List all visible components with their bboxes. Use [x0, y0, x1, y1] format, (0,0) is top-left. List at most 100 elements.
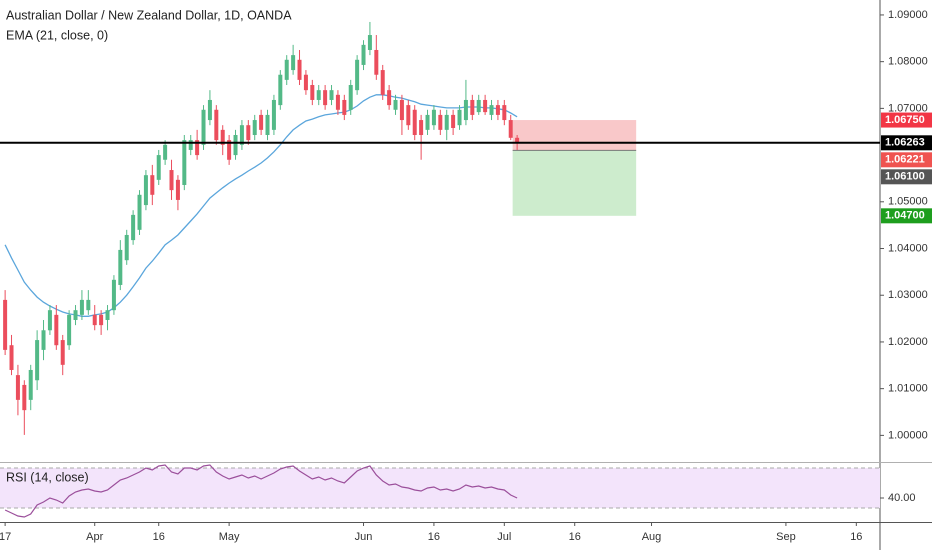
y-tick-label: 1.08000: [888, 56, 928, 68]
candle-body: [284, 59, 289, 80]
candle-body: [233, 135, 238, 156]
candle-body: [3, 299, 8, 350]
candle-body: [470, 99, 475, 115]
y-tick-label: 1.02000: [888, 336, 928, 348]
rsi-legend: RSI (14, close): [6, 470, 89, 484]
candle-body: [316, 90, 321, 100]
x-tick-label: Aug: [642, 531, 662, 543]
x-tick-label: 16: [428, 531, 440, 543]
price-label: 1.06750: [885, 114, 925, 126]
y-tick-label: 1.05000: [888, 196, 928, 208]
y-tick-label: 40.00: [888, 492, 916, 504]
candle-body: [73, 310, 78, 320]
y-tick-label: 1.09000: [888, 9, 928, 21]
candle-body: [124, 234, 129, 261]
candle-body: [47, 310, 52, 331]
rsi-pane: [0, 464, 880, 518]
x-tick-label: May: [219, 531, 240, 543]
candle-body: [182, 140, 187, 185]
candle-body: [220, 129, 225, 145]
candle-body: [118, 249, 123, 285]
candle-body: [9, 345, 14, 370]
x-tick-label: 16: [569, 531, 581, 543]
candle-body: [131, 214, 136, 241]
candle-body: [188, 140, 193, 150]
candle-body: [195, 140, 200, 156]
candle-body: [60, 340, 65, 365]
candle-body: [451, 114, 456, 128]
candle-body: [227, 140, 232, 160]
candle-body: [438, 114, 443, 130]
x-tick-label: Apr: [86, 531, 103, 543]
price-label: 1.06263: [885, 137, 925, 149]
candle-body: [163, 144, 168, 160]
candle-body: [99, 314, 104, 326]
candle-body: [207, 99, 212, 121]
candle-body: [79, 299, 84, 315]
candle-body: [374, 49, 379, 75]
candle-body: [361, 44, 366, 65]
candle-body: [35, 340, 40, 381]
candle-body: [444, 114, 449, 130]
candle-body: [457, 109, 462, 126]
candle-body: [367, 35, 372, 50]
candle-body: [431, 109, 436, 126]
y-tick-label: 1.00000: [888, 429, 928, 441]
candle-body: [380, 70, 385, 95]
x-tick-label: Sep: [776, 531, 796, 543]
candle-body: [291, 55, 296, 71]
candle-body: [310, 85, 315, 100]
x-tick-label: Jun: [355, 531, 373, 543]
y-tick-label: 1.07000: [888, 102, 928, 114]
candle-body: [419, 120, 424, 136]
candle-body: [137, 194, 142, 230]
candle-body: [92, 314, 97, 326]
candle-body: [252, 120, 257, 136]
y-tick-label: 1.03000: [888, 289, 928, 301]
candle-body: [476, 99, 481, 113]
price-label: 1.06100: [885, 171, 925, 183]
candle-body: [323, 90, 328, 106]
target-zone: [512, 150, 637, 216]
candle-body: [246, 125, 251, 141]
candle-body: [355, 59, 360, 91]
candle-body: [508, 120, 513, 138]
x-tick-label: 16: [153, 531, 165, 543]
candle-body: [463, 99, 468, 121]
candle-body: [297, 59, 302, 80]
indicator-legend: EMA (21, close, 0): [6, 28, 108, 42]
y-tick-label: 1.01000: [888, 383, 928, 395]
candle-body: [28, 369, 33, 400]
rsi-band: [0, 468, 880, 508]
price-label: 1.04700: [885, 210, 925, 222]
candle-body: [278, 74, 283, 106]
candle-body: [22, 384, 27, 411]
y-tick-label: 1.04000: [888, 242, 928, 254]
candle-body: [156, 155, 161, 180]
candle-body: [105, 310, 110, 320]
candle-body: [15, 375, 20, 400]
candle-body: [303, 74, 308, 91]
candle-body: [86, 299, 91, 311]
x-tick-label: 16: [850, 531, 862, 543]
price-label-box: [881, 135, 932, 151]
candle-body: [201, 109, 206, 145]
candle-body: [425, 114, 430, 130]
candle-body: [489, 105, 494, 115]
candle-body: [495, 105, 500, 115]
candle-body: [175, 179, 180, 200]
candle-body: [259, 114, 264, 130]
chart-title: Australian Dollar / New Zealand Dollar, …: [6, 8, 292, 22]
candle-body: [329, 90, 334, 100]
candle-body: [399, 99, 404, 121]
candle-body: [271, 99, 276, 130]
candle-body: [67, 314, 72, 346]
candle-body: [239, 125, 244, 145]
candle-body: [393, 99, 398, 110]
candle-body: [111, 279, 116, 311]
price-label: 1.06221: [885, 154, 925, 166]
candle-body: [265, 114, 270, 136]
candle-body: [54, 314, 59, 346]
candle-body: [406, 105, 411, 126]
